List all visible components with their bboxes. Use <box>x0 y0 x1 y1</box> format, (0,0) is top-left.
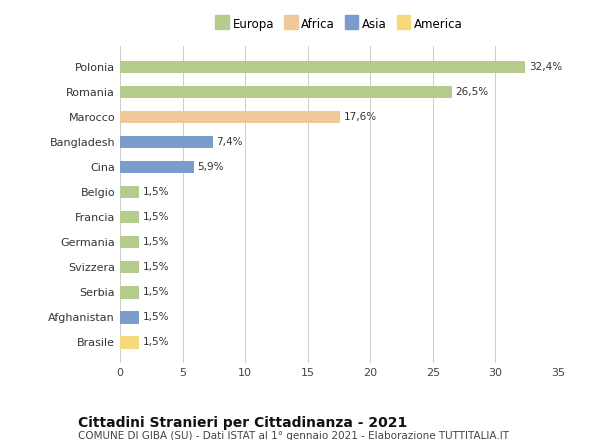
Bar <box>120 111 340 123</box>
Bar <box>120 261 139 274</box>
Bar <box>120 286 139 298</box>
Text: Cittadini Stranieri per Cittadinanza - 2021: Cittadini Stranieri per Cittadinanza - 2… <box>78 416 407 430</box>
Text: 1,5%: 1,5% <box>143 212 169 222</box>
Text: 26,5%: 26,5% <box>455 87 488 97</box>
Bar <box>120 311 139 323</box>
Bar <box>120 336 139 348</box>
Bar <box>120 211 139 224</box>
Text: 17,6%: 17,6% <box>344 112 377 122</box>
Bar <box>120 186 139 198</box>
Bar <box>120 86 452 98</box>
Text: 1,5%: 1,5% <box>143 287 169 297</box>
Bar <box>120 161 194 173</box>
Legend: Europa, Africa, Asia, America: Europa, Africa, Asia, America <box>212 14 467 34</box>
Text: COMUNE DI GIBA (SU) - Dati ISTAT al 1° gennaio 2021 - Elaborazione TUTTITALIA.IT: COMUNE DI GIBA (SU) - Dati ISTAT al 1° g… <box>78 431 509 440</box>
Text: 1,5%: 1,5% <box>143 337 169 347</box>
Text: 1,5%: 1,5% <box>143 262 169 272</box>
Bar <box>120 136 212 148</box>
Text: 7,4%: 7,4% <box>217 137 243 147</box>
Text: 1,5%: 1,5% <box>143 312 169 322</box>
Bar <box>120 236 139 249</box>
Text: 1,5%: 1,5% <box>143 187 169 197</box>
Bar <box>120 61 526 73</box>
Text: 1,5%: 1,5% <box>143 237 169 247</box>
Text: 32,4%: 32,4% <box>529 62 562 72</box>
Text: 5,9%: 5,9% <box>197 162 224 172</box>
